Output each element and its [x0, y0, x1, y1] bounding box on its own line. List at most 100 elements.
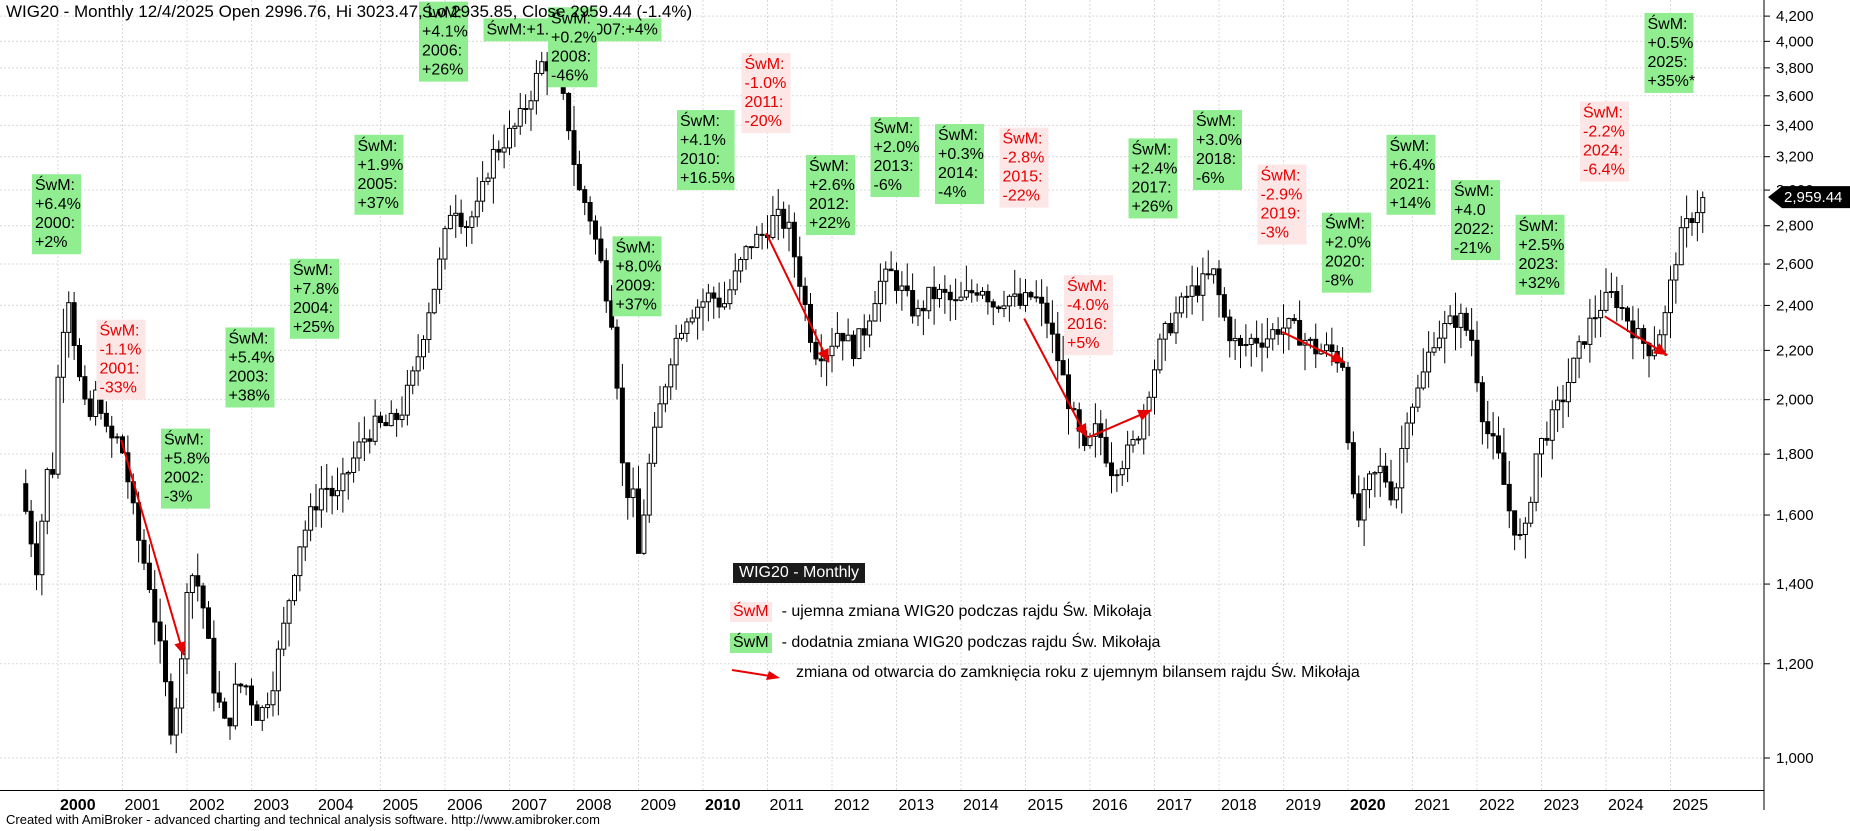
candle-up — [1565, 381, 1571, 403]
candle-down — [1479, 382, 1485, 423]
candle-up — [528, 100, 534, 110]
rally-label-line: ŚwM: — [1325, 214, 1365, 233]
candle-down — [861, 328, 867, 336]
rally-label-bg — [1386, 134, 1436, 215]
candle-down — [1216, 268, 1222, 296]
candle-up — [1533, 453, 1539, 503]
rally-label-line: -6% — [874, 177, 902, 194]
negative-rally-label: ŚwM: -1.1% 2001: -33% — [96, 319, 146, 400]
candle-up — [958, 296, 964, 301]
candle-down — [1582, 341, 1587, 345]
candle-down — [109, 425, 115, 439]
candle-up — [474, 200, 480, 218]
rally-label-line: +5.4% — [229, 349, 275, 366]
y-tick-label: 3,200 — [1776, 149, 1814, 166]
candle-up — [856, 328, 862, 360]
rally-label-line: 2018: — [1196, 151, 1236, 168]
rally-label-line: ŚwM: — [1261, 166, 1301, 185]
candle-up — [684, 321, 690, 334]
rally-label-bg — [1515, 214, 1565, 295]
rally-label-line: +0.3% — [938, 146, 984, 163]
candle-up — [738, 259, 744, 272]
last-price-marker: 2,959.44 — [1768, 186, 1850, 209]
rally-label-line: -1.0% — [745, 75, 787, 92]
candle-up — [1248, 337, 1254, 345]
candle-down — [1383, 465, 1389, 483]
candle-down — [1453, 315, 1458, 328]
candle-up — [1367, 473, 1372, 491]
candle-up — [732, 270, 738, 291]
candle-down — [1259, 342, 1265, 348]
x-tick-label: 2001 — [125, 797, 161, 814]
candle-up — [926, 286, 932, 312]
candle-up — [1694, 212, 1700, 224]
change-arrow-head — [174, 641, 186, 656]
candle-down — [496, 148, 502, 153]
candle-up — [1135, 438, 1141, 441]
rally-label-line: ŚwM: — [35, 175, 75, 194]
x-tick-label: 2019 — [1286, 797, 1322, 814]
rally-label-bg — [290, 258, 339, 339]
candle-up — [179, 658, 185, 709]
candle-down — [802, 285, 808, 305]
candle-down — [1485, 421, 1491, 435]
legend-negative-row: ŚwM - ujemna zmiana WIG20 podczas rajdu Ś… — [730, 602, 1152, 622]
candle-down — [146, 562, 152, 591]
candle-up — [883, 268, 889, 282]
candle-up — [1404, 422, 1410, 449]
candle-down — [50, 469, 56, 475]
candle-down — [818, 358, 824, 362]
candle-up — [308, 506, 314, 531]
rally-label-bg — [1451, 180, 1500, 261]
negative-rally-label: ŚwM: -4.0% 2016: +5% — [1064, 275, 1113, 356]
santa-rally-annotations: ŚwM: +6.4% 2000: +2% ŚwM: -1.1% 2001: -33% ŚwM: +… — [32, 1, 1695, 509]
rally-label-bg — [419, 1, 468, 82]
candle-down — [1297, 320, 1303, 346]
rally-label-line: ŚwM: — [164, 430, 204, 449]
candle-down — [1512, 510, 1518, 536]
candle-up — [775, 208, 781, 217]
candle-down — [894, 270, 899, 291]
candle-up — [845, 334, 851, 342]
rally-label-line: +0.2% — [551, 29, 597, 46]
y-tick-label: 4,000 — [1776, 33, 1814, 50]
candle-up — [93, 389, 99, 417]
candle-down — [1345, 366, 1351, 444]
candle-up — [447, 214, 453, 230]
rally-label-line: ŚwM: — [1390, 136, 1430, 155]
rally-label-bg — [548, 7, 597, 88]
rally-label-line: ŚwM: — [1519, 216, 1559, 235]
candle-up — [410, 370, 416, 386]
positive-rally-label: ŚwM: +2.5% 2023: +32% — [1515, 214, 1565, 295]
positive-rally-label: ŚwM: +5.8% 2002: -3% — [161, 428, 210, 509]
candle-down — [1254, 337, 1260, 344]
candle-up — [915, 307, 921, 317]
candle-down — [34, 543, 39, 576]
candle-down — [711, 292, 717, 299]
rally-label-line: +5% — [1067, 335, 1099, 352]
candle-down — [464, 226, 469, 229]
rally-label-line: ŚwM: — [1067, 276, 1107, 295]
candle-up — [1447, 315, 1453, 325]
candle-down — [813, 341, 819, 360]
candle-up — [286, 600, 292, 624]
rally-label-line: 2003: — [229, 368, 269, 385]
candle-down — [87, 398, 93, 417]
candle-down — [582, 189, 588, 204]
candle-up — [490, 148, 496, 179]
candle-up — [437, 258, 443, 290]
candle-down — [1291, 318, 1297, 322]
candle-down — [910, 290, 916, 317]
change-arrow-head — [1653, 343, 1668, 356]
candle-up — [60, 331, 66, 378]
candle-down — [969, 290, 975, 294]
candle-up — [1662, 312, 1668, 336]
x-tick-label: 2016 — [1092, 797, 1128, 814]
candle-down — [576, 163, 582, 191]
candle-down — [157, 621, 163, 642]
rally-label-line: +4.0 — [1454, 202, 1486, 219]
candle-up — [1426, 351, 1432, 373]
rally-label-line: +38% — [229, 387, 270, 404]
candle-down — [985, 290, 991, 303]
